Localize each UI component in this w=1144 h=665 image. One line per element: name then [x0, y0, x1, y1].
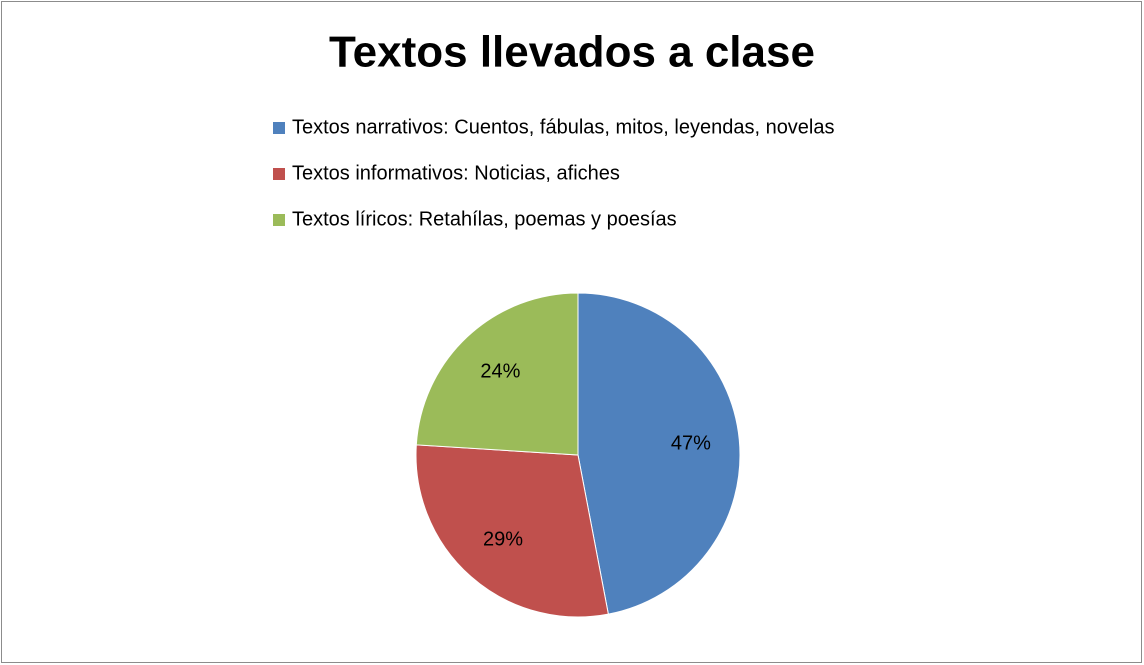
legend-label: Textos narrativos: Cuentos, fábulas, mit… — [292, 116, 835, 138]
pie-slice — [577, 292, 741, 615]
data-label: 29% — [483, 528, 523, 550]
pie-slice — [415, 292, 579, 456]
data-label: 47% — [671, 433, 711, 455]
pie-slice — [415, 444, 609, 618]
legend-swatch — [273, 214, 285, 226]
data-label: 24% — [480, 361, 520, 383]
legend-swatch — [273, 168, 285, 180]
legend-swatch — [273, 122, 285, 134]
legend-label: Textos informativos: Noticias, afiches — [292, 162, 620, 184]
chart-title: Textos llevados a clase — [329, 28, 815, 77]
legend-label: Textos líricos: Retahílas, poemas y poes… — [292, 208, 677, 230]
